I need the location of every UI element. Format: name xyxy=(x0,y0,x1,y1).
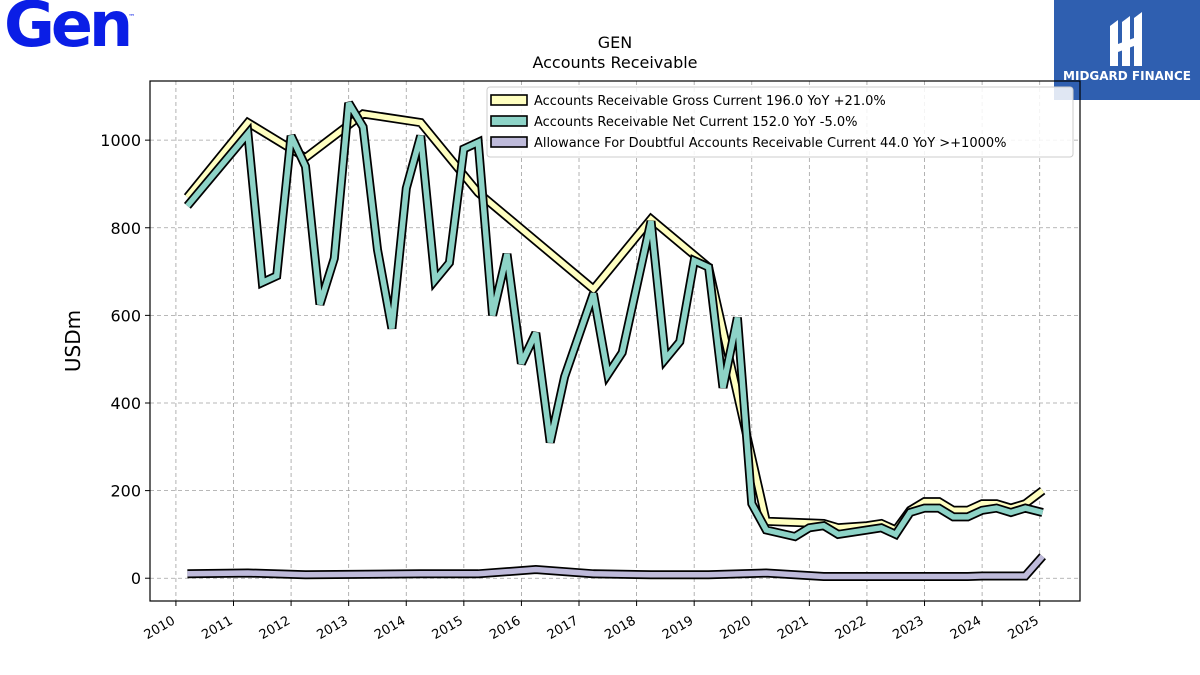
x-tick-label: 2022 xyxy=(833,613,869,643)
chart-title: GEN xyxy=(598,33,632,52)
legend-entry: Accounts Receivable Gross Current 196.0 … xyxy=(534,94,886,109)
x-tick-label: 2014 xyxy=(372,613,408,643)
x-tick-label: 2024 xyxy=(948,613,984,643)
y-tick-label: 400 xyxy=(110,394,141,413)
grid-lines xyxy=(150,81,1080,601)
x-tick-label: 2023 xyxy=(890,613,926,643)
x-tick-label: 2013 xyxy=(315,613,351,643)
x-tick-label: 2015 xyxy=(430,613,466,643)
y-axis-label: USDm xyxy=(61,310,85,372)
x-tick-label: 2011 xyxy=(199,613,235,643)
plot-frame xyxy=(149,80,1081,602)
x-tick-label: 2019 xyxy=(660,613,696,643)
gen-logo-text: Gen xyxy=(4,0,133,61)
x-axis-ticks: 2010 2011 2012 2013 2014 2015 2016 2017 2018 2019… xyxy=(142,601,1042,643)
series-line-1 xyxy=(185,101,1044,540)
series-line-0 xyxy=(185,111,1045,534)
y-tick-label: 600 xyxy=(110,306,141,325)
y-tick-label: 800 xyxy=(110,219,141,238)
legend-box xyxy=(486,86,1074,158)
x-tick-label: 2012 xyxy=(257,613,293,643)
x-tick-label: 2020 xyxy=(718,613,754,643)
chart-subtitle: Accounts Receivable xyxy=(532,53,697,72)
legend-entry: Accounts Receivable Net Current 152.0 Yo… xyxy=(534,115,857,130)
x-tick-label: 2016 xyxy=(487,613,523,643)
gen-logo: Gen ™ xyxy=(4,0,135,56)
x-tick-label: 2018 xyxy=(602,613,638,643)
trademark-mark: ™ xyxy=(128,13,136,21)
midgard-finance-watermark: MIDGARD FINANCE xyxy=(1054,0,1200,100)
y-tick-label: 1000 xyxy=(100,131,141,150)
y-tick-label: 0 xyxy=(131,569,141,588)
x-tick-label: 2017 xyxy=(545,613,581,643)
y-axis-ticks: 0 200 400 600 800 1000 xyxy=(100,131,150,588)
midgard-logo-icon xyxy=(1110,12,1142,66)
x-tick-label: 2021 xyxy=(775,613,811,643)
x-tick-label: 2025 xyxy=(1006,613,1042,643)
series-line-outline-1 xyxy=(183,100,1044,542)
series-line-2 xyxy=(187,554,1045,580)
legend-swatch xyxy=(490,115,528,127)
series-lines xyxy=(183,100,1046,581)
midgard-finance-text: MIDGARD FINANCE xyxy=(1063,69,1191,83)
legend-swatch xyxy=(490,94,528,106)
series-line-outline-0 xyxy=(183,109,1046,536)
legend-swatch xyxy=(490,136,528,148)
x-tick-label: 2010 xyxy=(142,613,178,643)
legend-entry: Allowance For Doubtful Accounts Receivab… xyxy=(534,136,1007,151)
y-tick-label: 200 xyxy=(110,482,141,501)
legend: Accounts Receivable Gross Current 196.0 … xyxy=(486,86,1074,158)
